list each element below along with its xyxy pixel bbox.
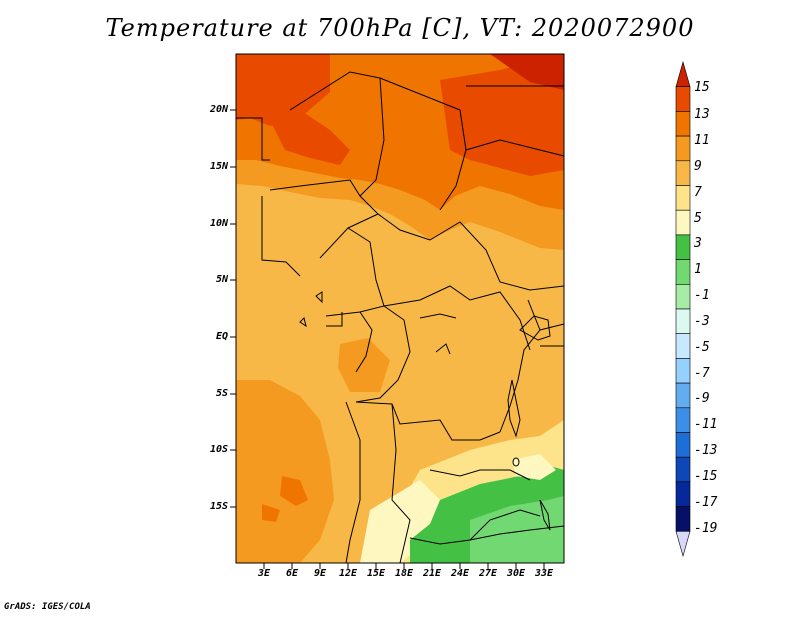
lon-label-6e: 6E (285, 568, 299, 579)
colorbar-swatch (675, 358, 691, 384)
lat-label-10n: 10N (209, 218, 228, 229)
colorbar-swatch (675, 111, 691, 137)
colorbar-label: 13 (694, 107, 710, 122)
colorbar-swatch (675, 209, 691, 236)
lat-ticks (230, 109, 236, 508)
country-borders (236, 71, 565, 564)
colorbar-label: 1 (694, 262, 702, 277)
lat-label-15n: 15N (209, 161, 228, 172)
colorbar-label: 11 (694, 133, 710, 148)
lat-label-5s: 5S (215, 388, 228, 399)
lon-label-24e: 24E (450, 568, 470, 579)
lon-label-33e: 33E (534, 568, 554, 579)
colorbar-swatch (675, 407, 691, 433)
chart-title: Temperature at 700hPa [C], VT: 202007290… (105, 14, 695, 42)
colorbar-swatch (675, 86, 691, 112)
map-frame (235, 53, 565, 564)
colorbar-label: -19 (694, 521, 718, 536)
colorbar-swatch (675, 185, 691, 211)
lon-label-30e: 30E (506, 568, 526, 579)
colorbar-swatch (675, 234, 691, 260)
lat-label-eq: EQ (215, 331, 228, 342)
colorbar-label: -15 (694, 469, 718, 484)
lakes (299, 291, 551, 531)
colorbar-label: -11 (694, 417, 718, 432)
colorbar-label: -9 (694, 391, 710, 406)
lon-label-3e: 3E (257, 568, 271, 579)
colorbar-swatch (675, 481, 691, 507)
lon-label-15e: 15E (366, 568, 386, 579)
colorbar-swatch (675, 456, 691, 483)
colorbar-label: -5 (694, 340, 710, 355)
colorbar-swatch (675, 382, 691, 409)
colorbar-swatch (675, 506, 691, 532)
grads-credit: GrADS: IGES/COLA (4, 602, 91, 612)
colorbar-label: -1 (694, 288, 710, 303)
colorbar-swatch (675, 259, 691, 285)
colorbar-label: -17 (694, 495, 718, 510)
colorbar-label: 5 (694, 211, 702, 226)
colorbar-swatch (675, 308, 691, 335)
lon-label-27e: 27E (478, 568, 498, 579)
lat-label-5n: 5N (215, 274, 228, 285)
colorbar-label: 3 (694, 236, 702, 251)
lat-label-20n: 20N (209, 104, 228, 115)
colorbar-label: -13 (694, 443, 718, 458)
lat-label-15s: 15S (209, 501, 228, 512)
colorbar-label: 7 (694, 185, 702, 200)
colorbar-swatch (675, 160, 691, 186)
lon-label-21e: 21E (422, 568, 442, 579)
colorbar-label: -7 (694, 366, 710, 381)
colorbar-swatch (675, 135, 691, 162)
colorbar-label: -3 (694, 314, 710, 329)
lon-label-12e: 12E (338, 568, 358, 579)
colorbar-swatch (675, 283, 691, 310)
colorbar-swatch (675, 60, 691, 87)
lon-label-9e: 9E (313, 568, 327, 579)
colorbar-swatch (675, 333, 691, 359)
temperature-field (236, 54, 564, 563)
colorbar-swatch (675, 530, 691, 558)
lon-label-18e: 18E (394, 568, 414, 579)
colorbar-label: 9 (694, 159, 702, 174)
colorbar-label: 15 (694, 80, 710, 95)
lat-label-10s: 10S (209, 444, 228, 455)
colorbar-swatch (675, 432, 691, 458)
lon-ticks (263, 563, 545, 569)
colorbar (675, 60, 691, 558)
